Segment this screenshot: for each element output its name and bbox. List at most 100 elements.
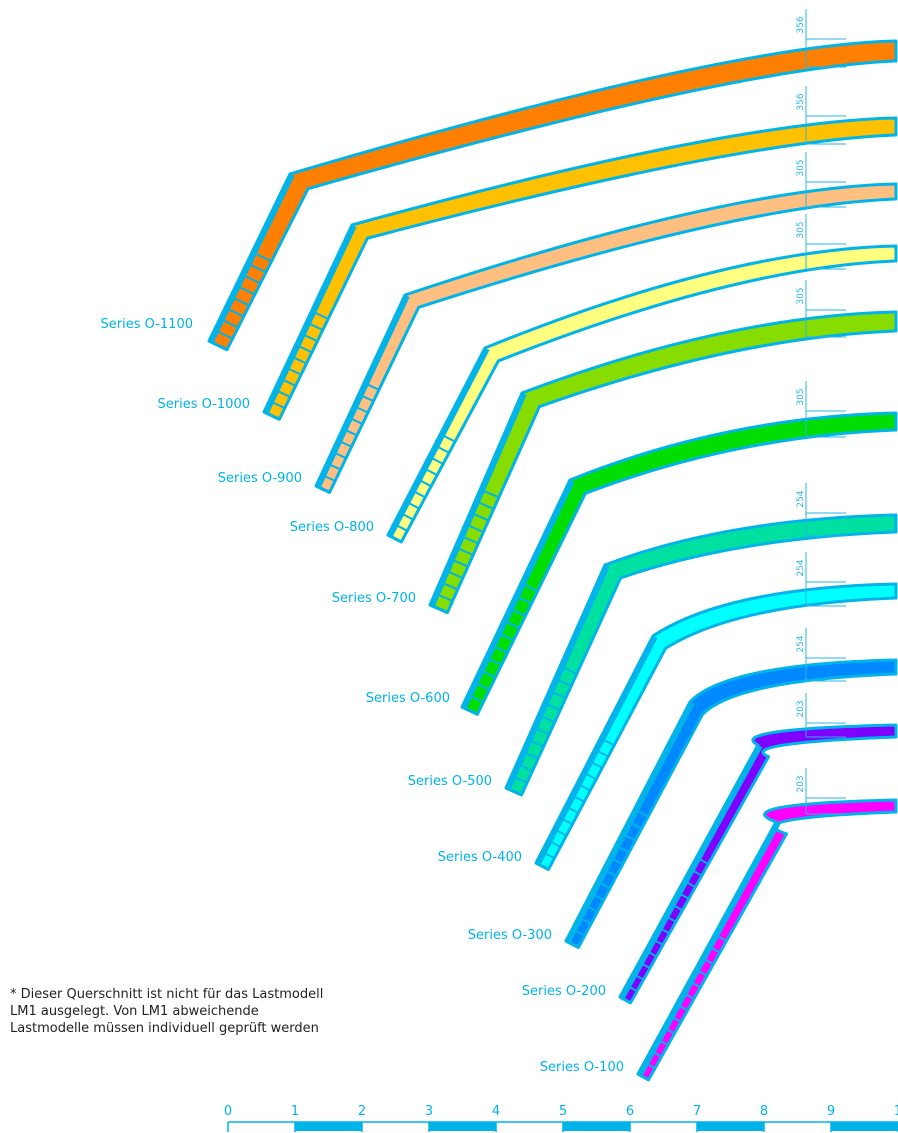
joint-line — [573, 929, 586, 937]
joint-line — [275, 382, 281, 391]
joint-line — [430, 456, 443, 465]
joint-line — [542, 844, 549, 854]
joint-line — [697, 857, 708, 865]
joint-line — [365, 382, 379, 391]
joint-line — [435, 445, 449, 454]
joint-line — [550, 683, 556, 692]
thickness-dimension-group: 356 356 305 305 305 305 254 254 254 203 203 — [796, 9, 846, 815]
note-line-2: LM1 ausgelegt. Von LM1 abweichende — [10, 1004, 259, 1019]
joint-line — [215, 329, 233, 340]
joint-line — [446, 570, 463, 579]
joint-line — [516, 595, 531, 604]
joint-line — [451, 558, 468, 568]
joint-line — [577, 776, 584, 785]
joint-line — [664, 1020, 670, 1029]
profile-body — [207, 39, 898, 352]
joint-line — [539, 714, 555, 723]
joint-line — [312, 304, 318, 313]
scale-segment — [429, 1122, 496, 1131]
joint-line — [571, 788, 578, 797]
joint-line — [486, 650, 492, 659]
joint-line — [683, 986, 690, 995]
joint-line — [671, 1015, 681, 1023]
joint-line — [579, 910, 585, 919]
scale-tick-label: 1 — [291, 1104, 299, 1119]
joint-line — [476, 493, 482, 503]
series-label: Series O-100 — [540, 1060, 624, 1075]
joint-line — [548, 833, 555, 842]
joint-line — [572, 794, 585, 803]
joint-line — [394, 517, 401, 526]
joint-line — [474, 675, 480, 684]
joint-line — [595, 749, 608, 757]
joint-line — [248, 263, 266, 273]
joint-line — [678, 892, 689, 899]
joint-line — [481, 489, 499, 498]
joint-line — [627, 985, 638, 993]
thickness-dimension: 305 — [796, 280, 846, 338]
joint-line — [406, 501, 420, 510]
joint-line — [652, 1050, 662, 1058]
joint-line — [498, 625, 504, 634]
joint-line — [690, 981, 700, 988]
joint-line — [659, 920, 665, 929]
joint-line — [512, 768, 518, 778]
joint-line — [481, 482, 487, 491]
profile-group — [207, 39, 898, 1082]
joint-line — [435, 586, 441, 595]
joint-line — [291, 355, 307, 365]
joint-line — [604, 862, 610, 871]
thickness-label: 203 — [796, 775, 806, 792]
profile-body — [314, 182, 898, 494]
joint-line — [715, 934, 726, 942]
joint-line — [646, 950, 657, 958]
joint-line — [400, 512, 414, 521]
joint-line — [652, 932, 659, 941]
joint-line — [534, 727, 549, 735]
scale-segment — [563, 1122, 630, 1131]
profile-end-cap — [535, 861, 550, 871]
scale-tick-label: 5 — [559, 1104, 567, 1119]
joint-line — [561, 666, 576, 675]
joint-line — [492, 638, 498, 647]
thickness-dimension: 254 — [796, 628, 846, 682]
joint-line — [528, 732, 534, 741]
joint-line — [360, 394, 373, 402]
joint-line — [709, 946, 720, 953]
joint-line — [566, 799, 572, 808]
joint-line — [640, 962, 651, 969]
scale-tick-label: 3 — [425, 1104, 433, 1119]
joint-line — [529, 739, 544, 748]
joint-line — [554, 822, 560, 831]
series-label: Series O-300 — [468, 928, 552, 943]
thickness-dimension: 305 — [796, 214, 846, 270]
joint-line — [657, 1032, 664, 1041]
joint-line — [280, 371, 286, 380]
scale-tick-label: 7 — [693, 1104, 701, 1119]
thickness-label: 254 — [796, 559, 806, 576]
joint-line — [441, 434, 455, 442]
scale-bar: 0 1 2 3 4 5 6 7 8 9 1 — [224, 1104, 898, 1132]
scale-tick-label: 2 — [358, 1104, 366, 1119]
joint-line — [436, 593, 453, 602]
joint-line — [492, 645, 508, 654]
joint-line — [333, 451, 347, 459]
joint-line — [480, 663, 486, 672]
joint-line — [242, 274, 260, 284]
joint-line — [429, 449, 436, 458]
joint-line — [226, 300, 232, 309]
joint-line — [560, 659, 566, 668]
joint-line — [475, 682, 490, 691]
joint-line — [456, 547, 473, 556]
joint-line — [286, 360, 292, 369]
joint-line — [549, 840, 561, 848]
joint-line — [504, 620, 520, 629]
joint-line — [417, 472, 424, 481]
joint-line — [543, 851, 555, 859]
joint-line — [579, 917, 592, 925]
joint-line — [481, 669, 496, 679]
series-label: Series O-200 — [522, 984, 606, 999]
joint-line — [595, 742, 601, 751]
joint-line — [215, 323, 221, 332]
joint-line — [597, 874, 604, 883]
